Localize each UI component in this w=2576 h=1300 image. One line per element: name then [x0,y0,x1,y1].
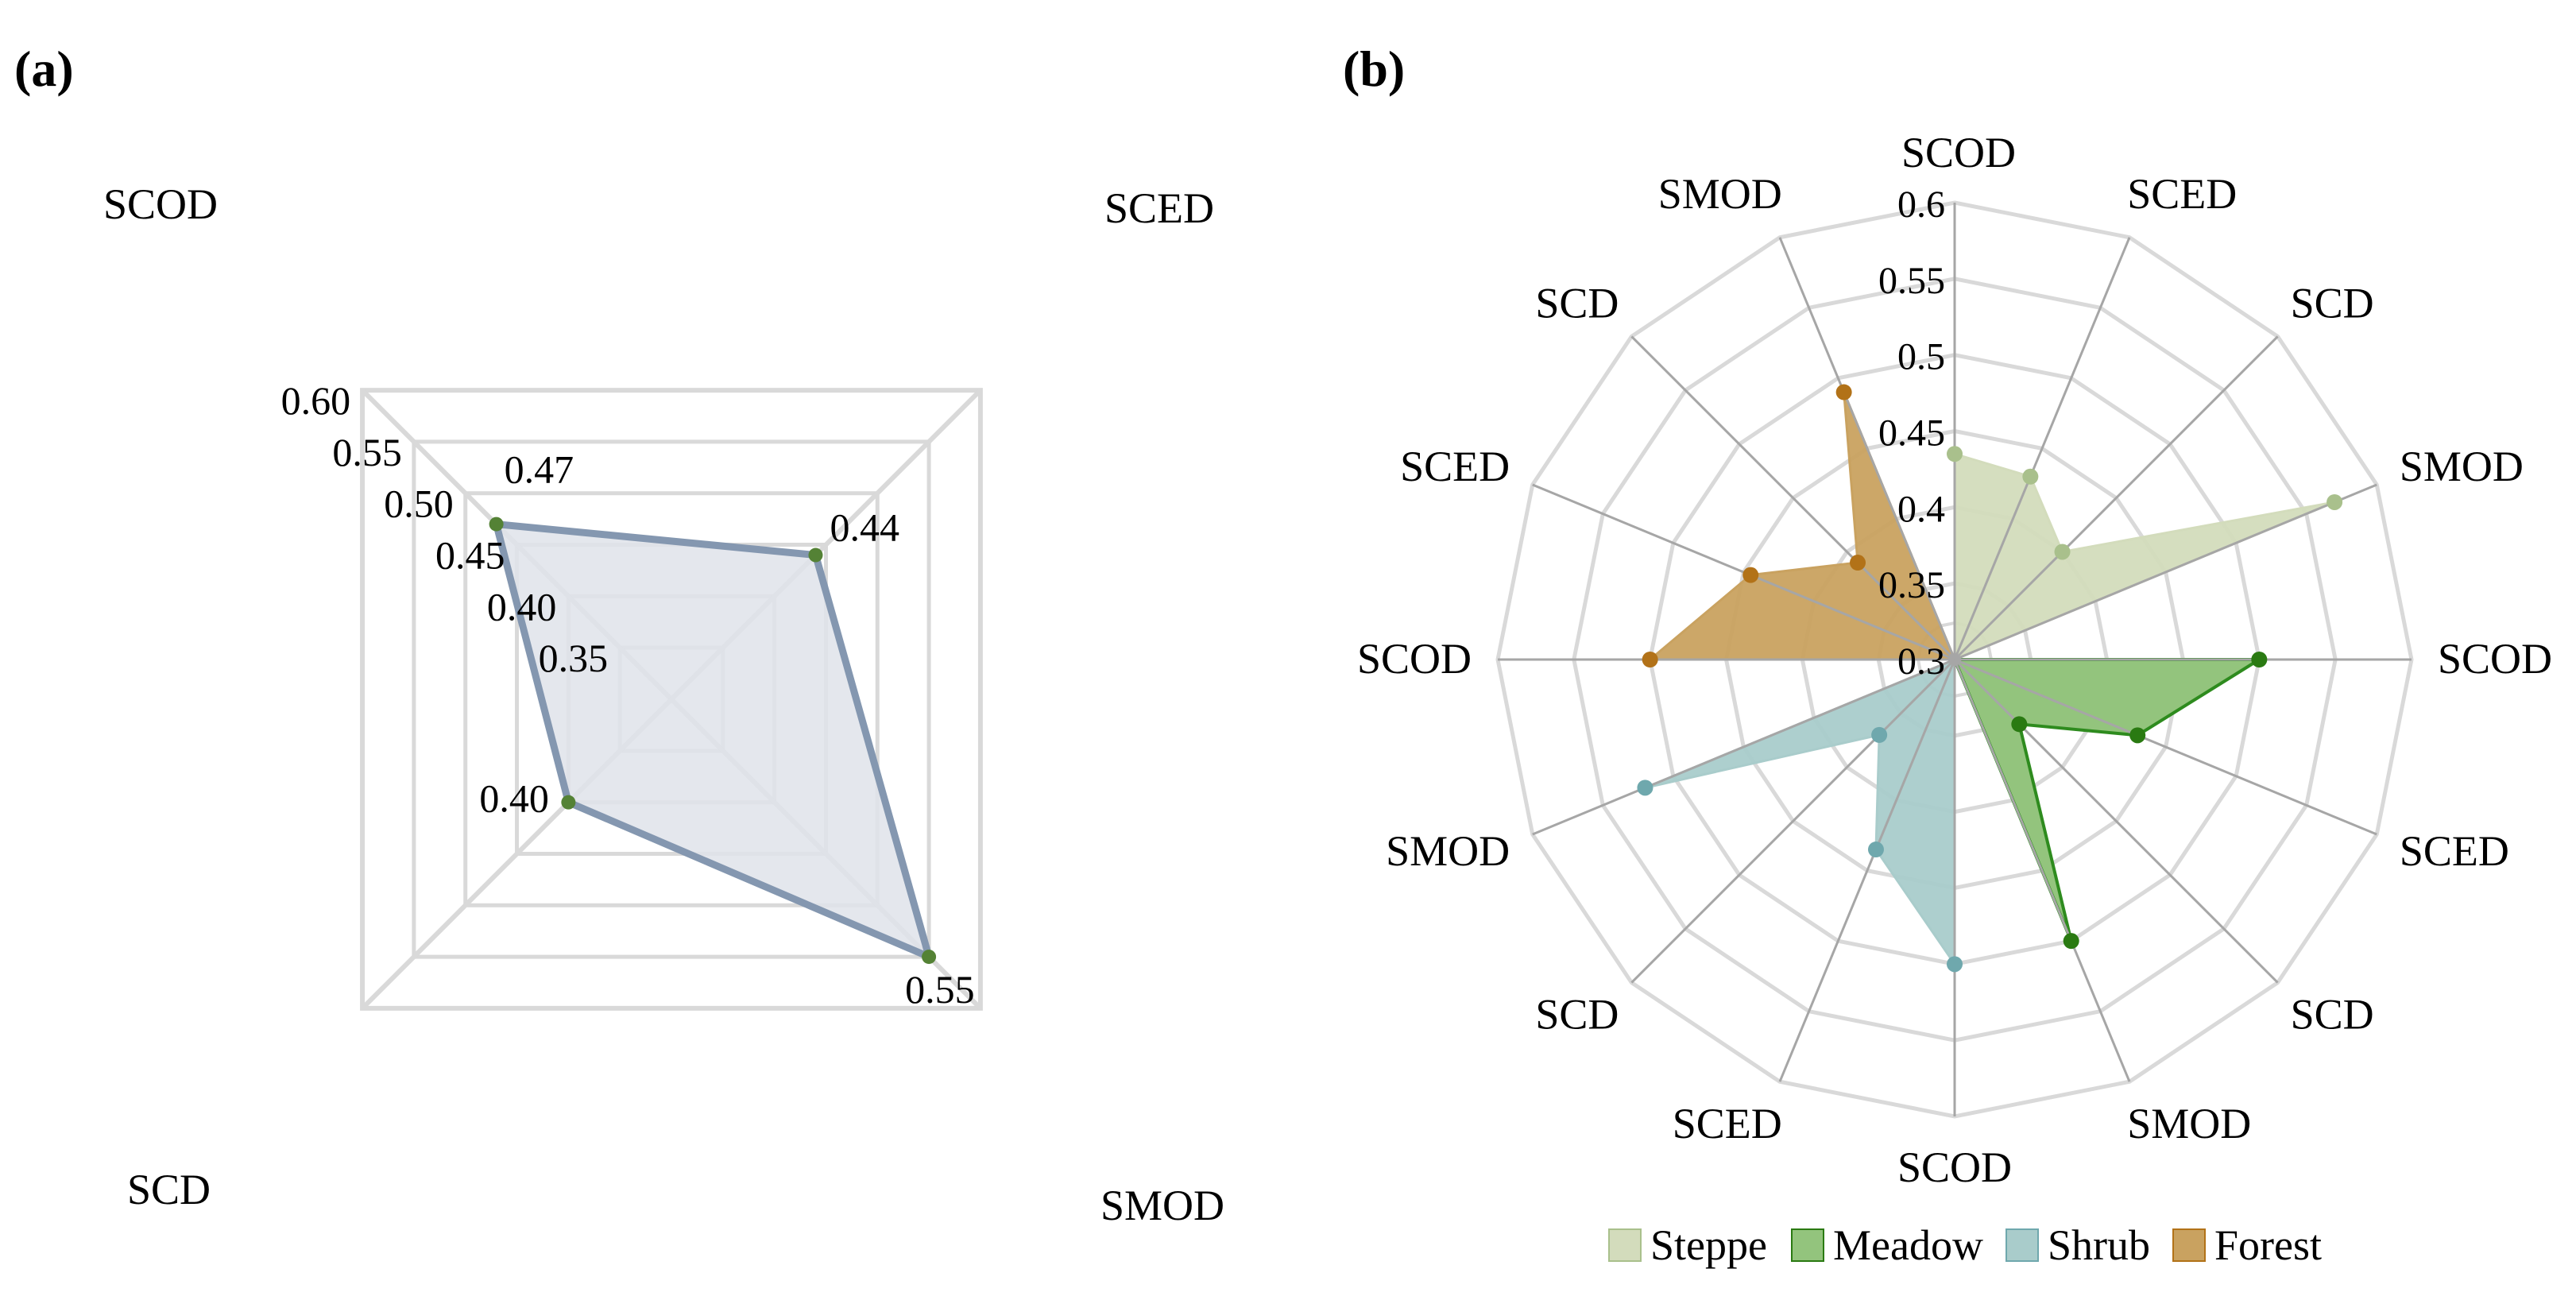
axis-label-sced: SCED [1400,443,1510,490]
spoke-9 [1778,659,1956,1082]
spoke-15 [1778,237,1956,660]
axis-label-scod: SCOD [1897,1143,2012,1191]
tick-label: 0.4 [1897,488,1945,530]
data-point-shrub [1871,726,1888,743]
radar-chart-a: 0.47 0.44 0.55 0.40 0.60 0.55 0.50 0.45 0.40 0.35… [103,180,1224,1229]
data-point-meadow [2129,727,2146,744]
tick-label: 0.40 [487,584,557,629]
legend: Steppe Meadow Shrub Forest [1608,1221,2322,1269]
spoke-14 [1630,335,1956,661]
axis-label-scd: SCD [1535,279,1619,327]
legend-swatch-forest [2172,1228,2206,1262]
data-label-smod: 0.55 [905,967,975,1012]
data-point-forest [1850,555,1866,571]
series-area-meadow [1953,658,2261,943]
data-point-forest [1742,567,1759,583]
spoke-10 [1630,658,1956,984]
data-point-forest [1835,384,1852,400]
tick-label: 0.60 [281,378,351,423]
data-point-meadow [2063,933,2079,950]
legend-label-shrub: Shrub [2048,1221,2150,1269]
data-point-scod [489,517,504,532]
data-point-steppe [2022,468,2039,485]
data-label-scod: 0.47 [505,447,574,492]
data-point-smod [922,950,937,965]
series-area [493,520,933,961]
legend-label-forest: Forest [2214,1221,2322,1269]
tick-label: 0.45 [1878,412,1945,455]
tick-label: 0.45 [435,533,505,578]
axis-label-smod: SMOD [1386,827,1510,875]
legend-label-steppe: Steppe [1650,1221,1767,1269]
panel-b-label: (b) [1343,41,1405,97]
spoke-7 [1953,659,2131,1082]
data-point-shrub [1867,842,1884,858]
data-point-steppe [1947,446,1963,462]
tick-label: 0.50 [384,482,454,526]
axis-label-scd: SCD [2291,991,2374,1039]
axis-label-sced: SCED [1104,184,1214,232]
spoke-5 [1954,658,2377,836]
data-point-shrub [1947,956,1963,973]
spoke-2 [1953,335,2279,661]
tick-label: 0.6 [1897,184,1945,226]
tick-label: 0.3 [1897,640,1945,683]
data-point-sced [808,547,823,563]
legend-swatch-shrub [2005,1228,2039,1262]
data-label-sced: 0.44 [830,505,899,550]
data-point-shrub [1637,780,1654,796]
tick-label: 0.35 [1878,564,1945,606]
axis-label-smod: SMOD [1100,1182,1224,1229]
radar-chart-b: 0.6 0.55 0.5 0.45 0.4 0.35 0.3 SCOD SCED SCD SMOD S… [1357,129,2552,1269]
series-area-steppe [1953,452,2336,661]
axis-label-smod: SMOD [2127,1100,2251,1147]
data-point-meadow [2011,716,2028,733]
spoke-3 [1954,483,2377,661]
spoke-1 [1953,237,2131,660]
axis-label-scod: SCOD [1901,129,2016,176]
tick-label: 0.5 [1897,336,1945,378]
spoke-11 [1532,658,1955,836]
tick-label: 0.55 [332,430,402,474]
axis-label-scod: SCOD [1357,635,1472,683]
data-point-scd [561,795,576,810]
axis-label-sced: SCED [2400,827,2509,875]
data-point-steppe [2054,544,2071,560]
tick-label: 0.55 [1878,260,1945,302]
data-point-steppe [2327,493,2343,510]
legend-swatch-steppe [1608,1228,1642,1262]
axis-label-scd: SCD [127,1166,211,1213]
axis-label-smod: SMOD [1658,170,1782,218]
axis-label-scd: SCD [1535,991,1619,1039]
axis-label-scd: SCD [2291,279,2374,327]
panel-a-label: (a) [14,41,74,97]
data-label-scd: 0.40 [479,776,549,821]
data-point-forest [1642,652,1658,667]
tick-label: 0.35 [539,636,609,680]
axis-label-smod: SMOD [2400,443,2524,490]
data-point-meadow [2251,652,2268,667]
legend-label-meadow: Meadow [1833,1221,1983,1269]
legend-swatch-meadow [1791,1228,1824,1262]
axis-label-sced: SCED [2127,170,2237,218]
axis-label-sced: SCED [1673,1100,1782,1147]
axis-label-scod: SCOD [103,180,218,228]
spoke-6 [1953,658,2279,984]
axis-label-scod: SCOD [2438,635,2552,683]
